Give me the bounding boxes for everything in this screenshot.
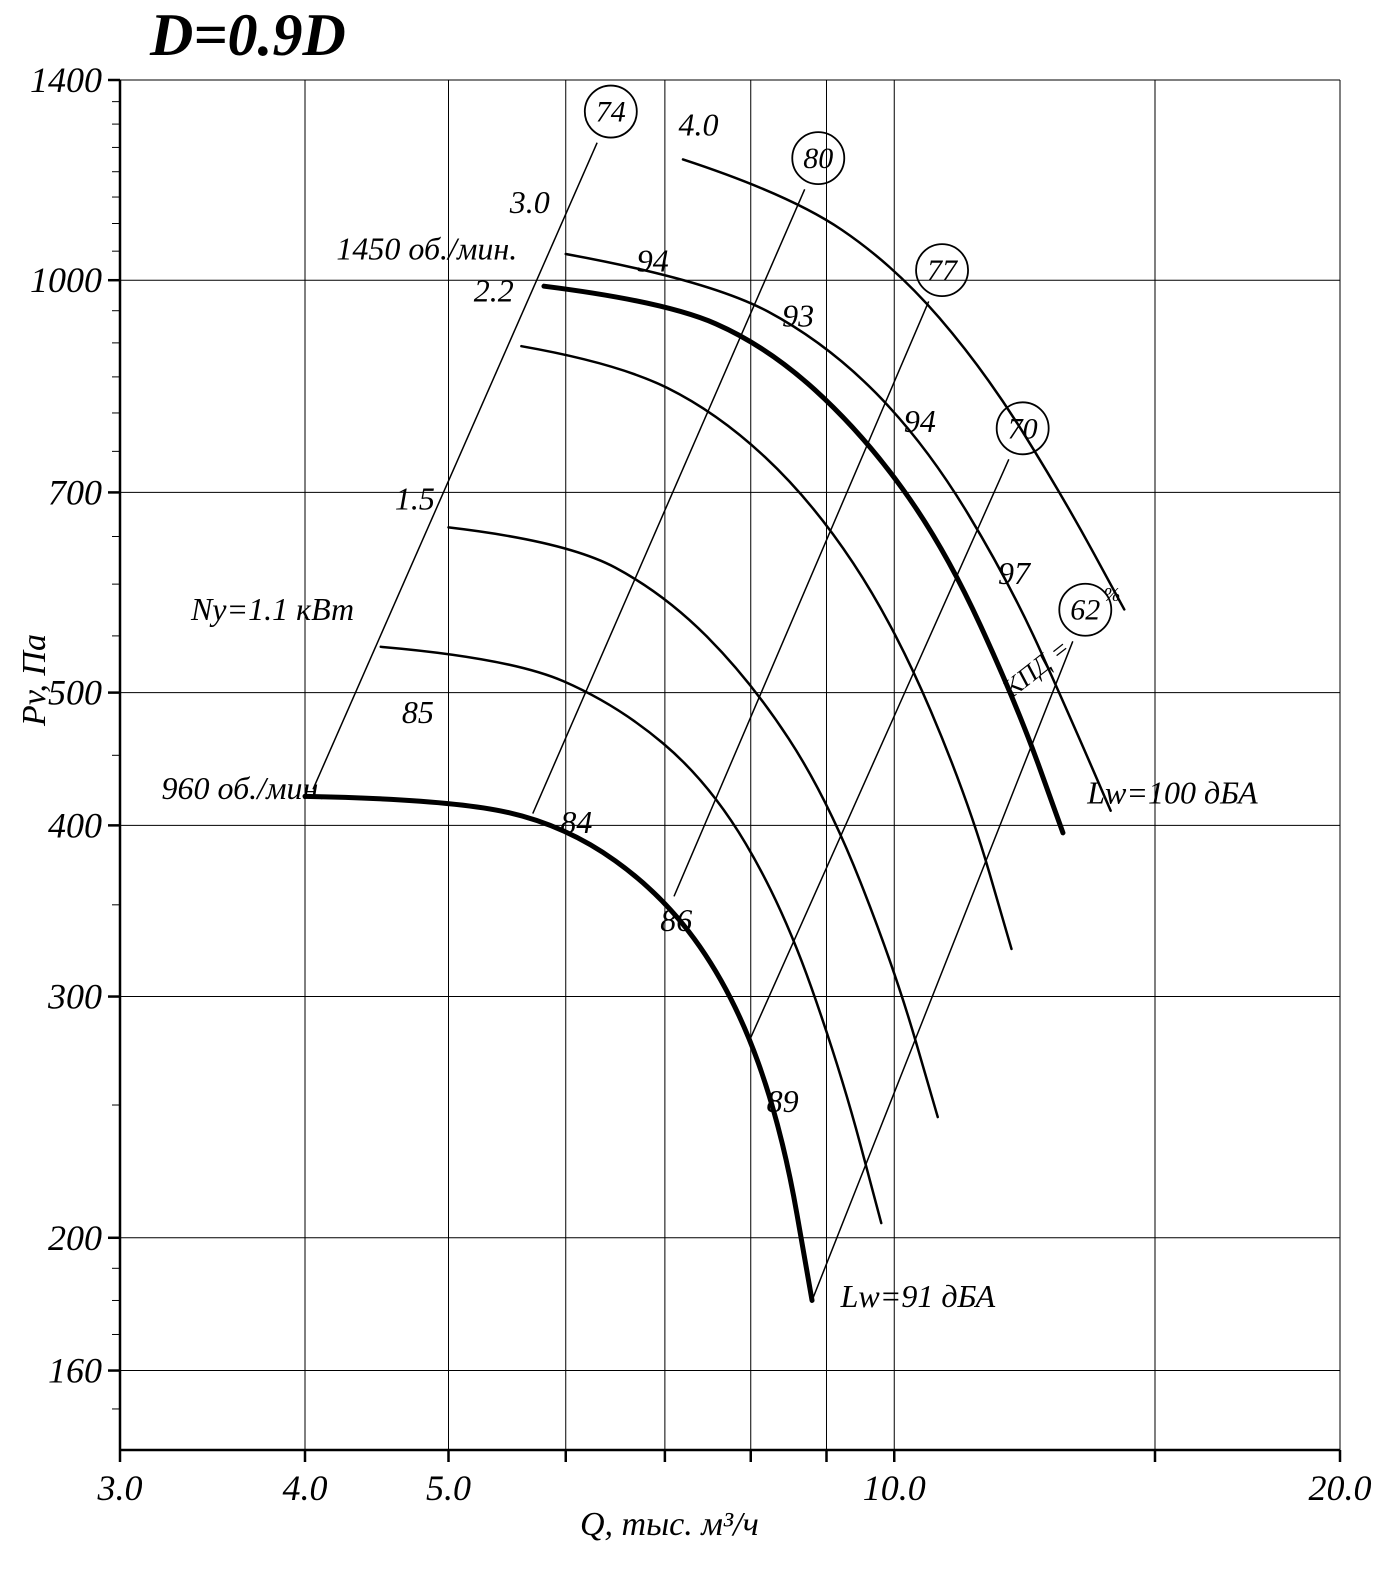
y-tick-label: 300 [47, 977, 102, 1017]
x-tick-label: 20.0 [1309, 1468, 1372, 1508]
annotation: 89 [767, 1083, 799, 1119]
annotation: 4.0 [679, 107, 719, 143]
annotation: 2.2 [474, 272, 514, 308]
y-tick-label: 500 [48, 673, 102, 713]
chart-title: D=0.9D [149, 2, 346, 68]
annotation: 85 [402, 694, 434, 730]
y-tick-label: 1400 [30, 60, 102, 100]
annotation: 86 [660, 902, 692, 938]
x-tick-label: 4.0 [283, 1468, 328, 1508]
annotation: Lw=91 дБА [840, 1278, 996, 1314]
fan-performance-chart: 3.0 4.0 5.0 10.0 20.0 160 200 300 400 500 700 1000 1… [0, 0, 1384, 1570]
x-tick-label: 3.0 [97, 1468, 143, 1508]
annotation: 94 [904, 403, 936, 439]
annotation: 84 [560, 804, 592, 840]
annotation: % [1104, 584, 1121, 606]
y-tick-label: 160 [48, 1351, 102, 1391]
y-tick-label: 400 [48, 805, 102, 845]
annotation: Ny=1.1 кВт [190, 591, 354, 627]
y-tick-label: 700 [48, 472, 102, 512]
efficiency-label: 80 [803, 142, 833, 175]
annotation: 3.0 [509, 184, 550, 220]
annotation: 93 [782, 298, 814, 334]
x-tick-label: 5.0 [426, 1468, 471, 1508]
y-tick-label: 200 [48, 1218, 102, 1258]
x-axis-label: Q, тыс. м³/ч [580, 1506, 759, 1543]
y-axis-label: Pv, Па [16, 634, 53, 727]
annotation: 97 [998, 555, 1032, 591]
annotation: Lw=100 дБА [1086, 774, 1258, 810]
y-tick-label: 1000 [30, 260, 102, 300]
x-tick-label: 10.0 [863, 1468, 926, 1508]
annotation: 1450 об./мин. [336, 231, 517, 267]
efficiency-label: 77 [927, 254, 959, 287]
annotation: 960 об./мин. [162, 770, 327, 806]
annotation: 94 [637, 242, 669, 278]
efficiency-label: 74 [596, 96, 626, 129]
efficiency-label: 62 [1070, 594, 1100, 627]
annotation: 1.5 [395, 481, 435, 517]
chart-svg: 3.0 4.0 5.0 10.0 20.0 160 200 300 400 500 700 1000 1… [0, 0, 1384, 1570]
